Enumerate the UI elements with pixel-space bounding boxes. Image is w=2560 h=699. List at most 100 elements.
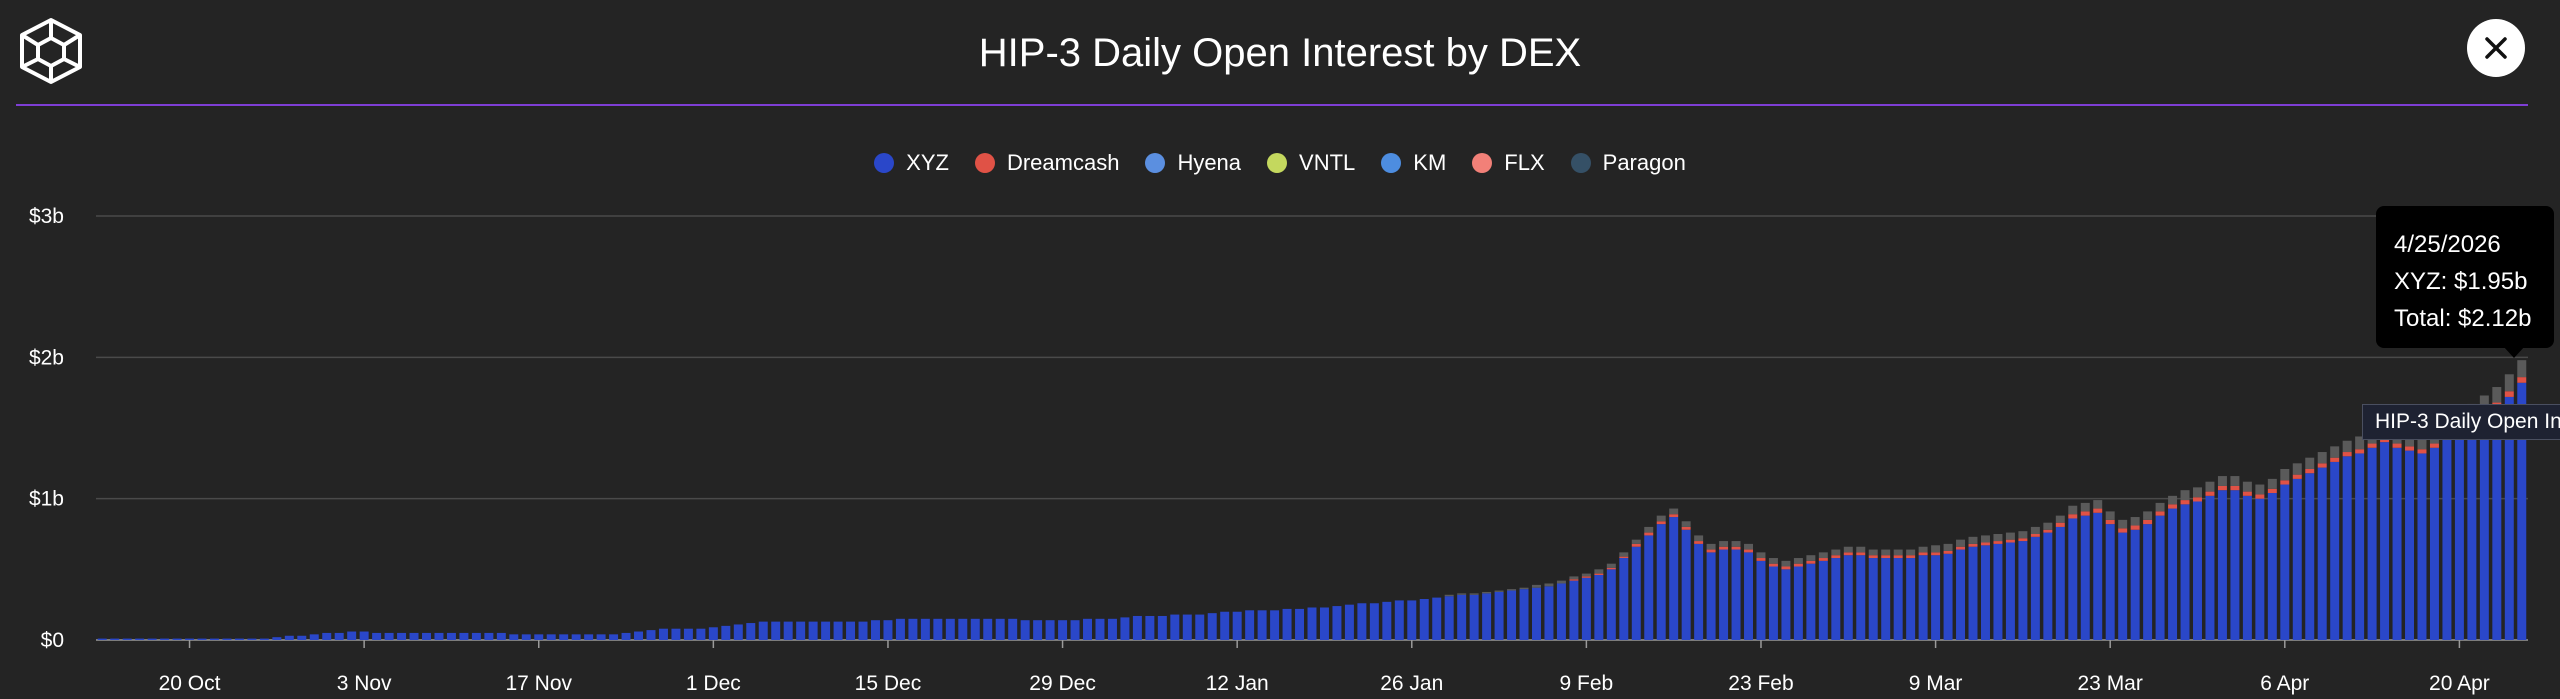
bar-dreamcash	[1744, 549, 1754, 553]
bar-dreamcash	[2280, 480, 2290, 485]
series-tooltip: HIP-3 Daily Open Interest by DEX	[2362, 404, 2560, 440]
bar-xyz	[1232, 611, 1242, 640]
bar-other	[2080, 502, 2090, 512]
bar-xyz	[2317, 467, 2327, 640]
legend-dot	[1145, 153, 1166, 173]
bar-xyz	[259, 638, 269, 640]
bar-xyz	[309, 634, 319, 640]
bar-dreamcash	[2380, 437, 2390, 443]
bar-xyz	[1220, 611, 1230, 640]
bar-other	[1843, 546, 1853, 553]
bar-dreamcash	[1831, 555, 1841, 559]
legend-item-km[interactable]: KM	[1381, 150, 1446, 176]
header: HIP-3 Daily Open Interest by DEX	[0, 0, 2560, 106]
bar-xyz	[1594, 574, 1604, 640]
bar-xyz	[185, 638, 195, 640]
bar-xyz	[2292, 478, 2302, 640]
bar-xyz	[1344, 604, 1354, 640]
bar-dreamcash	[1956, 546, 1966, 550]
close-icon	[2485, 37, 2507, 59]
bar-xyz	[895, 618, 905, 640]
bar-other	[2030, 526, 2040, 534]
bar-xyz	[2305, 473, 2315, 640]
bar-xyz	[1581, 577, 1591, 640]
bar-xyz	[359, 631, 369, 640]
bar-xyz	[297, 635, 307, 640]
bar-other	[2068, 505, 2078, 515]
bar-dreamcash	[1931, 552, 1941, 556]
bar-other	[1856, 546, 1866, 553]
bar-xyz	[397, 632, 407, 640]
bar-dreamcash	[2517, 377, 2527, 383]
bar-xyz	[1182, 614, 1192, 640]
bar-xyz	[322, 632, 332, 640]
legend-item-paragon[interactable]: Paragon	[1570, 150, 1686, 176]
bar-xyz	[172, 638, 182, 640]
bar-other	[1956, 539, 1966, 547]
cube-logo-icon[interactable]	[16, 16, 86, 86]
bar-xyz	[609, 634, 619, 640]
bar-dreamcash	[1706, 549, 1716, 553]
bar-other	[1694, 535, 1704, 542]
legend: XYZ Dreamcash Hyena VNTL KM FLX Paragon	[0, 148, 2560, 178]
bar-other	[2504, 374, 2514, 392]
bar-xyz	[422, 632, 431, 640]
bar-dreamcash	[1756, 558, 1766, 561]
bar-xyz	[1432, 597, 1442, 640]
bar-dreamcash	[2417, 449, 2427, 454]
x-tick-label: 15 Dec	[855, 672, 922, 695]
legend-item-dreamcash[interactable]: Dreamcash	[974, 150, 1119, 176]
bar-xyz	[1307, 607, 1317, 640]
bar-dreamcash	[2080, 511, 2090, 516]
bar-other	[1544, 583, 1554, 587]
bar-xyz	[671, 628, 681, 640]
bar-xyz	[1532, 587, 1541, 640]
legend-label: Hyena	[1177, 150, 1242, 175]
bar-other	[1793, 558, 1803, 564]
bar-xyz	[2417, 453, 2427, 640]
bar-xyz	[584, 634, 594, 640]
bar-xyz	[1195, 614, 1205, 640]
bar-xyz	[2342, 456, 2352, 640]
bar-other	[1893, 549, 1903, 556]
bar-xyz	[384, 632, 394, 640]
legend-label: KM	[1413, 150, 1447, 175]
legend-label: XYZ	[906, 150, 949, 175]
bar-xyz	[908, 618, 918, 640]
close-button[interactable]	[2467, 19, 2525, 77]
bar-xyz	[1644, 535, 1654, 640]
bar-dreamcash	[1594, 573, 1604, 575]
bar-xyz	[758, 621, 768, 640]
bar-dreamcash	[1918, 552, 1928, 556]
bar-xyz	[521, 634, 531, 640]
bar-dreamcash	[2330, 457, 2340, 462]
bar-xyz	[833, 621, 843, 640]
bar-other	[2005, 532, 2015, 540]
x-tick-label: 9 Mar	[1909, 672, 1963, 695]
bar-other	[2292, 463, 2302, 475]
bar-xyz	[2517, 382, 2527, 640]
bar-dreamcash	[1881, 555, 1891, 559]
legend-item-flx[interactable]: FLX	[1472, 150, 1545, 176]
bar-xyz	[1095, 618, 1105, 640]
x-tick-label: 20 Apr	[2429, 672, 2490, 695]
bar-other	[1943, 543, 1953, 551]
bar-other	[2305, 457, 2315, 469]
bar-xyz	[1419, 599, 1429, 640]
bar-xyz	[621, 632, 631, 640]
bar-xyz	[683, 628, 693, 640]
legend-item-xyz[interactable]: XYZ	[874, 150, 949, 176]
bar-other	[2105, 511, 2115, 520]
bar-xyz	[2130, 529, 2140, 640]
x-tick-label: 26 Jan	[1380, 672, 1443, 695]
bar-xyz	[1083, 618, 1092, 640]
bar-xyz	[1906, 558, 1916, 640]
bar-dreamcash	[2317, 463, 2327, 468]
legend-item-vntl[interactable]: VNTL	[1267, 150, 1355, 176]
bar-xyz	[2242, 495, 2252, 640]
bar-xyz	[1956, 549, 1966, 640]
bar-xyz	[1008, 618, 1018, 640]
legend-item-hyena[interactable]: Hyena	[1145, 150, 1241, 176]
bar-dreamcash	[2242, 491, 2252, 496]
bar-xyz	[272, 637, 282, 640]
